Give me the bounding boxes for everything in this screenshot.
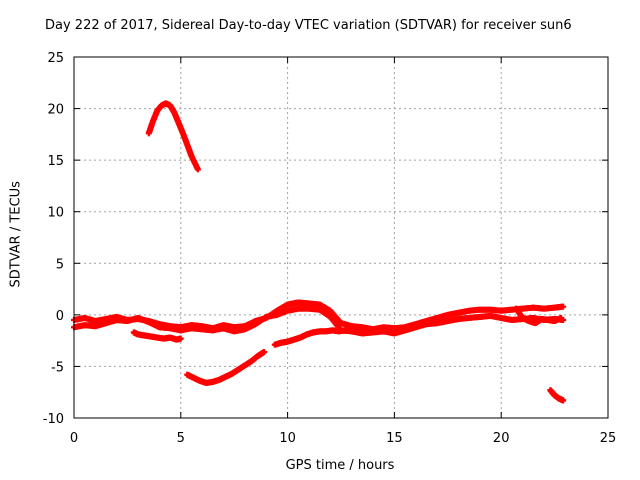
series-upper-arc — [145, 100, 201, 173]
y-axis-label: SDTVAR / TECUs — [8, 181, 24, 288]
chart-title: Day 222 of 2017, Sidereal Day-to-day VTE… — [45, 18, 572, 33]
x-tick-label: 25 — [600, 431, 617, 446]
data-points — [71, 100, 567, 404]
data-point — [348, 327, 355, 334]
series-late-wave — [513, 305, 565, 327]
data-point — [560, 397, 567, 404]
x-tick-label: 10 — [279, 431, 296, 446]
y-tick-label: 20 — [47, 103, 64, 118]
x-tick-label: 0 — [70, 431, 78, 446]
data-point — [177, 335, 184, 342]
data-point — [558, 314, 565, 321]
series-band-lower — [71, 305, 567, 337]
x-axis-label: GPS time / hours — [285, 458, 395, 473]
series-lower-arc — [184, 348, 268, 386]
y-tick-label: 0 — [56, 309, 64, 324]
data-point — [560, 303, 567, 310]
series-mid-rise — [271, 327, 355, 348]
y-tick-label: -10 — [43, 412, 64, 427]
plot-frame — [73, 56, 609, 419]
series-end-drop — [547, 387, 567, 404]
y-tick-label: 15 — [47, 154, 64, 169]
x-tick-label: 15 — [386, 431, 403, 446]
series-band-dip — [130, 329, 184, 343]
y-tick-label: 5 — [56, 257, 64, 272]
x-tick-label: 5 — [177, 431, 185, 446]
y-tick-label: 10 — [47, 206, 64, 221]
data-point — [194, 166, 201, 173]
data-point — [261, 348, 268, 355]
y-tick-label: -5 — [51, 360, 64, 375]
x-tick-label: 20 — [493, 431, 510, 446]
axis-ticks: 0 5 10 15 20 25 -10 -5 0 5 10 15 20 25 — [43, 51, 617, 446]
y-tick-label: 25 — [47, 51, 64, 66]
